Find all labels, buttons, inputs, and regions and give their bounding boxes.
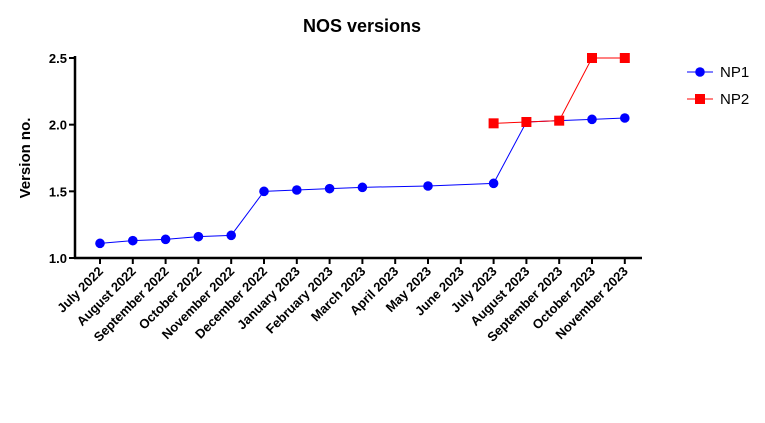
data-point-np2 (619, 53, 630, 63)
data-point-np1 (95, 238, 105, 249)
legend-swatch-marker (695, 67, 705, 77)
legend-label: NP2 (720, 91, 749, 108)
data-point-np1 (193, 231, 204, 242)
y-tick-label: 1.5 (49, 184, 67, 199)
data-point-np2 (521, 117, 532, 127)
data-point-np1 (128, 235, 138, 246)
data-point-np1 (423, 181, 433, 191)
y-axis-label: Version no. (17, 118, 34, 199)
data-point-np1 (259, 186, 269, 197)
legend-label: NP1 (720, 64, 749, 81)
data-point-np1 (160, 234, 171, 245)
data-point-np1 (226, 230, 236, 241)
y-tick-label: 2.5 (49, 51, 67, 66)
data-point-np1 (357, 182, 368, 193)
data-point-np1 (324, 183, 335, 194)
legend: NP1 NP2 (687, 64, 749, 108)
data-point-np2 (554, 115, 565, 126)
legend-swatch-marker (695, 94, 705, 104)
data-point-np1 (292, 185, 302, 195)
chart-title: NOS versions (303, 16, 421, 36)
y-tick-label: 1.0 (49, 251, 67, 266)
data-point-np1 (488, 178, 499, 189)
data-point-np1 (620, 113, 630, 123)
series-line-np1 (99, 117, 625, 244)
data-point-np2 (488, 118, 499, 129)
y-tick-label: 2.0 (49, 118, 67, 133)
data-point-np1 (587, 114, 597, 125)
series-line-np2 (493, 57, 625, 124)
data-point-np2 (587, 53, 597, 63)
